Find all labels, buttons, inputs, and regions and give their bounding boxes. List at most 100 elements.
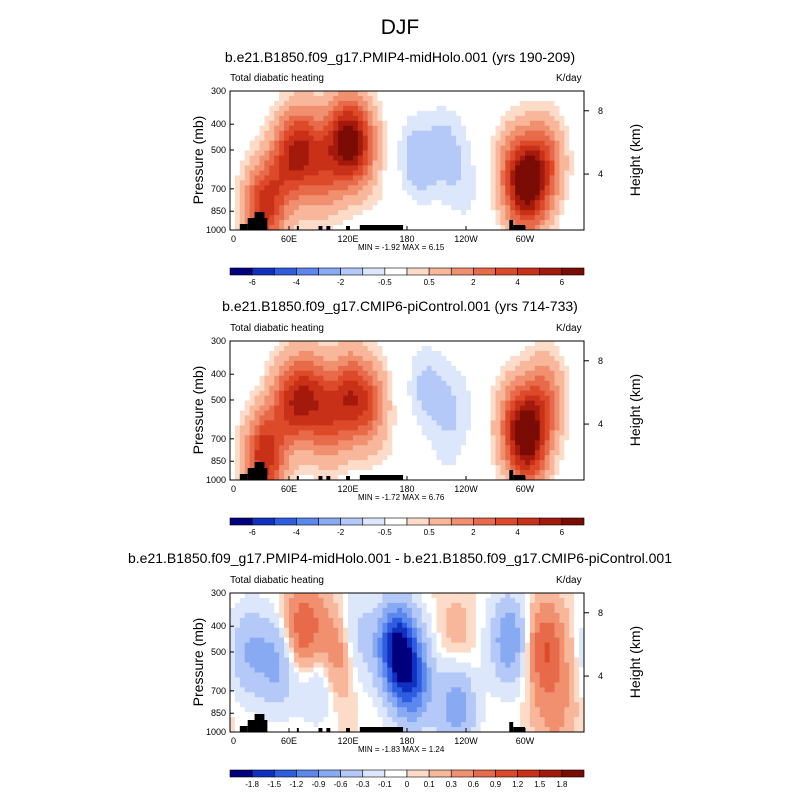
heatmap-cell bbox=[269, 465, 275, 471]
heatmap-cell bbox=[421, 145, 428, 151]
heatmap-cell bbox=[318, 430, 324, 436]
heatmap-cell bbox=[338, 125, 344, 132]
heatmap-cell bbox=[515, 345, 521, 352]
heatmap-cell bbox=[348, 687, 354, 693]
heatmap-cell bbox=[564, 140, 570, 146]
heatmap-cell bbox=[333, 717, 339, 723]
heatmap-cell bbox=[279, 130, 285, 137]
heatmap-cell bbox=[308, 200, 314, 206]
heatmap-cell bbox=[461, 170, 467, 176]
heatmap-cell bbox=[308, 180, 314, 186]
heatmap-cell bbox=[539, 470, 546, 476]
heatmap-cell bbox=[456, 390, 462, 396]
heatmap-cell bbox=[525, 425, 531, 431]
heatmap-cell bbox=[333, 667, 339, 673]
heatmap-cell bbox=[338, 135, 344, 142]
heatmap-cell bbox=[544, 190, 550, 196]
heatmap-cell bbox=[323, 395, 329, 401]
heatmap-cell bbox=[234, 465, 241, 471]
heatmap-cell bbox=[382, 120, 388, 127]
heatmap-cell bbox=[372, 470, 378, 476]
heatmap-cell bbox=[480, 341, 487, 347]
heatmap-cell bbox=[520, 105, 526, 112]
heatmap-cell bbox=[313, 652, 319, 658]
heatmap-cell bbox=[515, 200, 521, 206]
heatmap-cell bbox=[421, 205, 428, 211]
heatmap-cell bbox=[343, 170, 349, 176]
heatmap-cell bbox=[269, 365, 275, 372]
heatmap-cell bbox=[244, 100, 251, 107]
heatmap-cell bbox=[269, 667, 275, 673]
heatmap-cell bbox=[254, 91, 260, 97]
heatmap-cell bbox=[564, 341, 570, 347]
heatmap-cell bbox=[431, 215, 437, 221]
heatmap-cell bbox=[293, 470, 300, 476]
heatmap-cell bbox=[569, 170, 575, 176]
heatmap-cell bbox=[293, 430, 300, 436]
heatmap-cell bbox=[411, 185, 418, 191]
heatmap-cell bbox=[574, 375, 580, 382]
heatmap-cell bbox=[259, 712, 265, 718]
heatmap-cell bbox=[470, 125, 477, 132]
heatmap-cell bbox=[564, 440, 570, 446]
heatmap-cell bbox=[323, 657, 329, 663]
heatmap-cell bbox=[377, 345, 383, 352]
heatmap-cell bbox=[298, 470, 305, 476]
heatmap-cell bbox=[338, 607, 344, 614]
heatmap-cell bbox=[367, 430, 373, 436]
heatmap-cell bbox=[416, 385, 423, 392]
heatmap-cell bbox=[274, 120, 280, 127]
heatmap-cell bbox=[249, 465, 255, 471]
heatmap-cell bbox=[421, 345, 428, 352]
heatmap-cell bbox=[475, 225, 482, 231]
heatmap-cell bbox=[269, 160, 275, 166]
heatmap-cell bbox=[451, 350, 457, 357]
heatmap-cell bbox=[387, 110, 393, 117]
heatmap-cell bbox=[495, 155, 501, 161]
heatmap-cell bbox=[525, 420, 531, 426]
heatmap-cell bbox=[333, 370, 339, 377]
heatmap-cell bbox=[362, 105, 369, 112]
heatmap-cell bbox=[239, 627, 246, 634]
heatmap-cell bbox=[328, 210, 334, 216]
heatmap-cell bbox=[372, 210, 378, 216]
heatmap-cell bbox=[333, 115, 339, 122]
heatmap-cell bbox=[284, 175, 290, 181]
heatmap-cell bbox=[480, 195, 487, 201]
heatmap-cell bbox=[544, 415, 550, 421]
heatmap-cell bbox=[397, 445, 403, 451]
heatmap-cell bbox=[308, 365, 314, 372]
heatmap-cell bbox=[254, 677, 260, 683]
heatmap-cell bbox=[254, 210, 260, 216]
heatmap-cell bbox=[490, 210, 496, 216]
heatmap-cell bbox=[564, 375, 570, 382]
heatmap-cell bbox=[407, 450, 413, 456]
heatmap-cell bbox=[279, 667, 285, 673]
heatmap-cell bbox=[520, 200, 526, 206]
heatmap-cell bbox=[230, 727, 236, 733]
heatmap-cell bbox=[362, 341, 369, 347]
heatmap-cell bbox=[298, 702, 305, 708]
heatmap-cell bbox=[352, 350, 359, 357]
heatmap-cell bbox=[284, 200, 290, 206]
heatmap-cell bbox=[333, 341, 339, 347]
heatmap-cell bbox=[230, 180, 236, 186]
heatmap-cell bbox=[254, 195, 260, 201]
heatmap-cell bbox=[254, 400, 260, 406]
heatmap-cell bbox=[362, 470, 369, 476]
heatmap-cell bbox=[500, 350, 506, 357]
heatmap-cell bbox=[495, 205, 501, 211]
heatmap-cell bbox=[525, 450, 531, 456]
heatmap-cell bbox=[569, 415, 575, 421]
heatmap-cell bbox=[539, 91, 546, 97]
heatmap-cell bbox=[239, 345, 246, 352]
heatmap-cell bbox=[234, 225, 241, 231]
heatmap-cell bbox=[284, 190, 290, 196]
heatmap-cell bbox=[308, 390, 314, 396]
heatmap-cell bbox=[421, 185, 428, 191]
heatmap-cell bbox=[559, 145, 565, 151]
heatmap-cell bbox=[382, 440, 388, 446]
heatmap-cell bbox=[284, 712, 290, 718]
heatmap-cell bbox=[461, 125, 467, 132]
heatmap-cell bbox=[269, 475, 275, 481]
